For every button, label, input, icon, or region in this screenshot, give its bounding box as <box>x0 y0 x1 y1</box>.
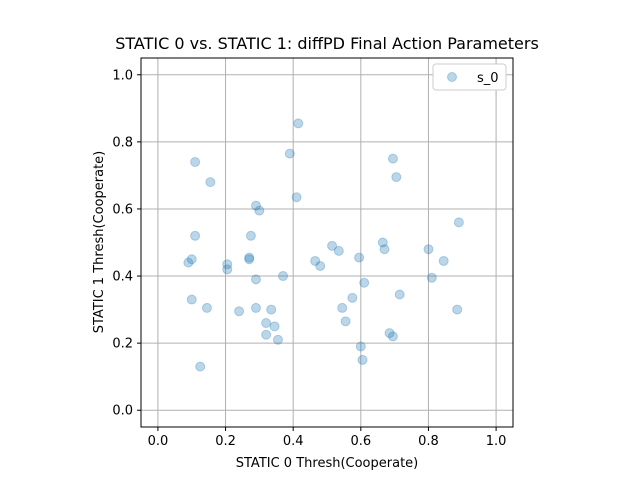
scatter-point <box>333 245 344 256</box>
scatter-point <box>310 255 321 266</box>
grid-lines <box>141 58 513 427</box>
y-tick-label: 0.8 <box>112 135 133 150</box>
x-tick-label: 1.0 <box>486 434 507 449</box>
scatter-point <box>272 334 283 345</box>
scatter-point <box>244 252 255 263</box>
scatter-point <box>186 294 197 305</box>
x-tick-label: 0.6 <box>350 434 371 449</box>
scatter-point <box>315 260 326 271</box>
scatter-point <box>347 292 358 303</box>
x-tick-label: 0.8 <box>418 434 439 449</box>
scatter-point <box>355 341 366 352</box>
scatter-point <box>278 271 289 282</box>
y-tick-label: 0.4 <box>112 270 133 285</box>
axis-ticks: 0.0 0.2 0.4 0.6 0.8 1.0 0.0 0.2 0.4 0.6 0.8 1.0 <box>112 68 506 449</box>
scatter-point <box>222 259 233 270</box>
scatter-point <box>327 240 338 251</box>
scatter-point <box>387 331 398 342</box>
chart-title: STATIC 0 vs. STATIC 1: diffPD Final Acti… <box>115 34 539 53</box>
y-tick-label: 0.2 <box>112 337 133 352</box>
scatter-point <box>205 177 216 188</box>
scatter-point <box>394 289 405 300</box>
scatter-point <box>250 274 261 285</box>
y-tick-label: 1.0 <box>112 68 133 83</box>
scatter-point <box>250 302 261 313</box>
scatter-point <box>387 153 398 164</box>
x-axis-label: STATIC 0 Thresh(Cooperate) <box>236 456 419 471</box>
y-tick-label: 0.6 <box>112 202 133 217</box>
scatter-point <box>391 172 402 183</box>
y-tick-label: 0.0 <box>112 404 133 419</box>
scatter-point <box>438 255 449 266</box>
scatter-point <box>266 304 277 315</box>
scatter-point <box>190 156 201 167</box>
x-tick-label: 0.0 <box>148 434 169 449</box>
scatter-point <box>261 318 272 329</box>
scatter-point <box>234 306 245 317</box>
scatter-point <box>359 277 370 288</box>
scatter-point <box>293 118 304 129</box>
legend: s_0 <box>432 63 507 91</box>
scatter-point <box>337 302 348 313</box>
scatter-point <box>453 217 464 228</box>
scatter-point <box>377 237 388 248</box>
scatter-point <box>354 252 365 263</box>
scatter-point <box>340 316 351 327</box>
scatter-point <box>245 230 256 241</box>
scatter-point <box>244 254 255 265</box>
scatter-point <box>379 244 390 255</box>
scatter-point <box>222 264 233 275</box>
scatter-point <box>357 354 368 365</box>
scatter-point <box>190 230 201 241</box>
scatter-point <box>269 321 280 332</box>
scatter-point <box>254 205 265 216</box>
data-points <box>183 118 464 372</box>
y-axis-label: STATIC 1 Thresh(Cooperate) <box>92 151 107 334</box>
legend-marker <box>447 72 457 82</box>
scatter-point <box>250 200 261 211</box>
scatter-point <box>183 257 194 268</box>
scatter-point <box>195 361 206 372</box>
scatter-point <box>423 244 434 255</box>
scatter-point <box>291 192 302 203</box>
scatter-point <box>201 302 212 313</box>
scatter-point <box>284 148 295 159</box>
x-tick-label: 0.4 <box>283 434 304 449</box>
scatter-point <box>384 328 395 339</box>
scatter-point <box>452 304 463 315</box>
x-tick-label: 0.2 <box>215 434 236 449</box>
legend-box <box>432 63 507 91</box>
scatter-point <box>426 272 437 283</box>
scatter-point <box>261 329 272 340</box>
legend-label-s0: s_0 <box>477 71 499 86</box>
plot-frame <box>140 57 514 428</box>
scatter-point <box>186 254 197 265</box>
